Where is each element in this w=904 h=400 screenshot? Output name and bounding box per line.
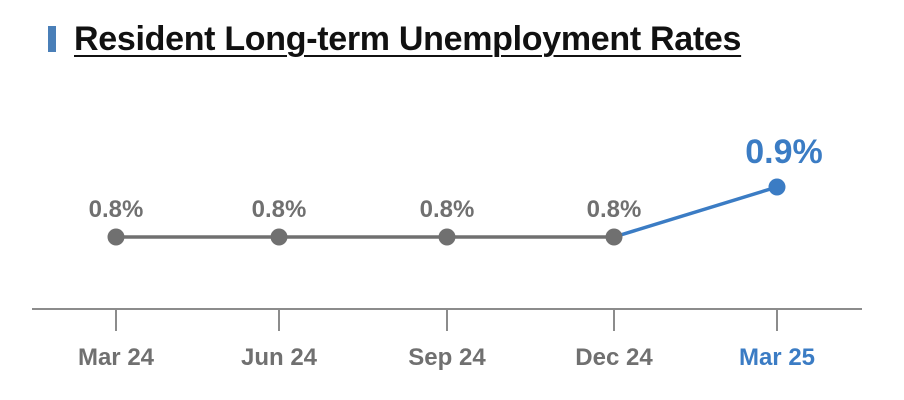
x-tick-label: Dec 24 — [575, 344, 653, 371]
x-tick-label: Mar 25 — [739, 344, 815, 371]
data-label: 0.8% — [420, 196, 475, 223]
data-label: 0.8% — [587, 196, 642, 223]
data-label: 0.9% — [745, 133, 823, 171]
x-tick-label: Sep 24 — [408, 344, 486, 371]
chart-title: Resident Long-term Unemployment Rates — [74, 19, 742, 58]
x-tick-label: Jun 24 — [241, 344, 318, 371]
data-label: 0.8% — [252, 196, 307, 223]
data-point — [605, 228, 623, 246]
data-point — [438, 228, 456, 246]
data-label: 0.8% — [89, 196, 144, 223]
latest-line-segment — [613, 185, 778, 239]
title-accent-bar — [48, 26, 56, 52]
data-point — [270, 228, 288, 246]
latest-data-point — [768, 178, 786, 196]
data-point — [107, 228, 125, 246]
chart-title-group: Resident Long-term Unemployment Rates — [48, 14, 741, 64]
x-tick-label: Mar 24 — [78, 344, 155, 371]
